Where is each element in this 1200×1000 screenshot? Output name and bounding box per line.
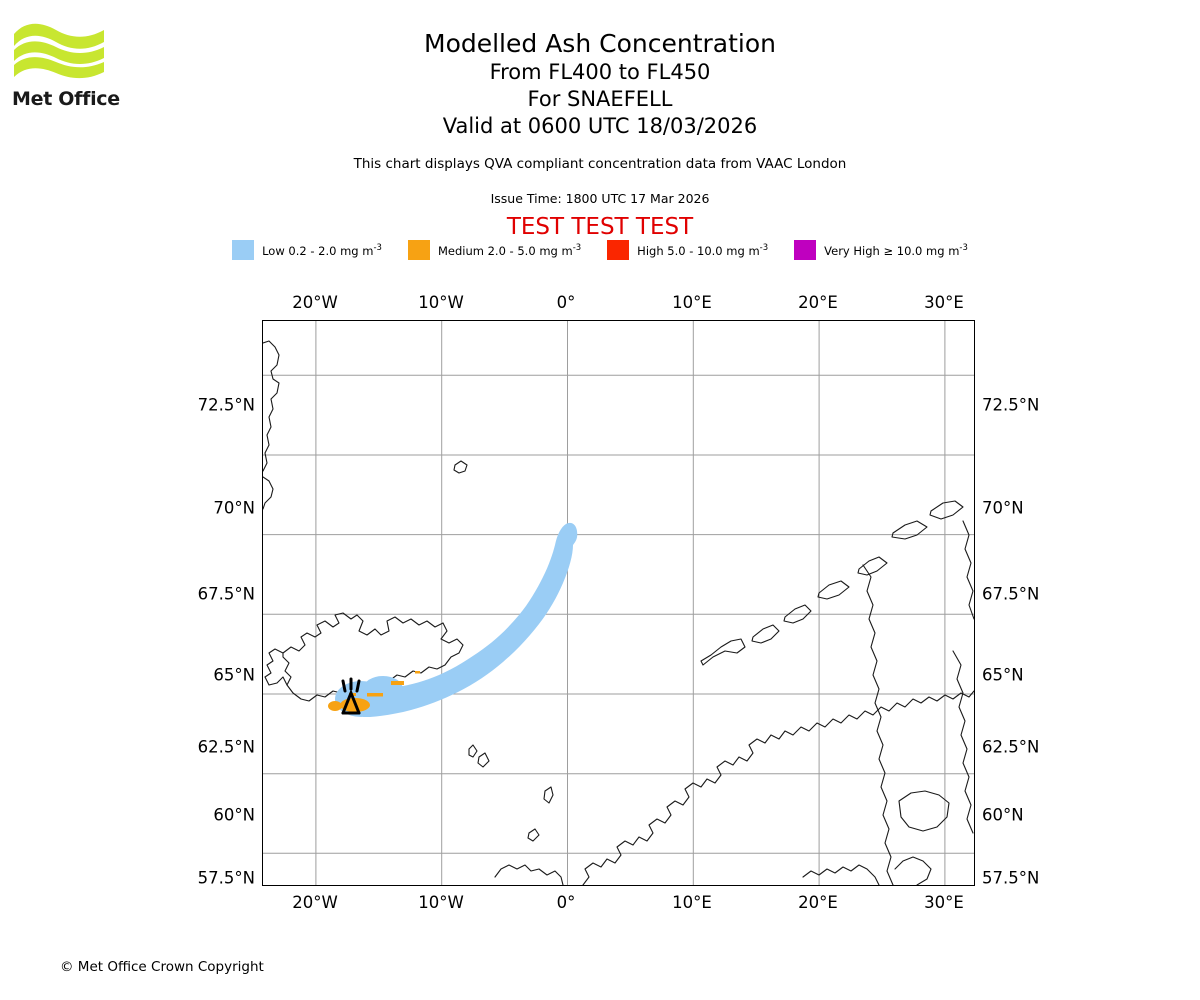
coastline-lofoten-2: [751, 624, 780, 644]
legend-exponent-very-high: -3: [959, 242, 968, 253]
met-office-logo: Met Office: [12, 20, 132, 115]
coastline-norway-west: [582, 690, 974, 885]
coastline-baltic-gulf: [898, 790, 950, 832]
lat-tick-right-57-5n: 57.5°N: [982, 868, 1040, 888]
coastline-faroe-1: [468, 744, 478, 758]
legend-label-medium: Medium 2.0 - 5.0 mg m-3: [437, 242, 582, 258]
coastline-sweden-east: [862, 564, 894, 885]
coastline-iceland-westfjords: [264, 648, 288, 686]
coastline-orkney: [527, 828, 540, 842]
lon-tick-bottom-20e: 20°E: [798, 893, 838, 912]
coastline-scotland: [494, 864, 564, 885]
coastline-lofoten-1: [700, 638, 746, 666]
coastline-finnmark-2: [929, 500, 964, 520]
qva-note: This chart displays QVA compliant concen…: [353, 156, 847, 172]
test-banner: TEST TEST TEST: [506, 214, 694, 240]
ash-medium-streak-2: [391, 681, 404, 685]
lat-tick-left-57-5n: 57.5°N: [197, 868, 255, 888]
coastline-troms: [857, 556, 888, 576]
legend-swatch-very-high: [794, 240, 817, 260]
coastline-lofoten-3: [783, 604, 812, 624]
map-gridlines: [263, 321, 974, 885]
ash-low-source-blob-2: [363, 676, 403, 702]
page-title: Modelled Ash Concentration: [424, 29, 776, 58]
lon-tick-top-0: 0°: [556, 293, 576, 312]
ash-medium-speck-1: [415, 671, 420, 674]
coastline-greenland: [263, 340, 280, 472]
legend-item-high: High 5.0 - 10.0 mg m-3: [607, 240, 768, 260]
legend-exponent-medium: -3: [572, 242, 582, 253]
coastline-skagerrak: [894, 856, 932, 885]
legend-item-very-high: Very High ≥ 10.0 mg m-3: [794, 240, 968, 260]
lat-tick-right-72-5n: 72.5°N: [982, 395, 1040, 415]
legend-label-high: High 5.0 - 10.0 mg m-3: [637, 242, 769, 258]
lat-tick-right-67-5n: 67.5°N: [982, 584, 1040, 604]
lon-tick-top-20w: 20°W: [292, 293, 338, 312]
coastline-jan-mayen: [453, 460, 468, 474]
coastline-faroe-2: [477, 752, 490, 768]
legend-swatch-low: [232, 240, 255, 260]
ash-concentration-map[interactable]: [262, 320, 975, 886]
lat-tick-right-65n: 65°N: [982, 665, 1024, 685]
lat-tick-left-60n: 60°N: [213, 805, 255, 825]
copyright-notice: © Met Office Crown Copyright: [60, 959, 264, 975]
coastline-denmark: [802, 864, 880, 885]
lon-tick-bottom-0: 0°: [556, 893, 576, 912]
coastline-vesteralen: [817, 580, 850, 600]
lat-tick-left-65n: 65°N: [213, 665, 255, 685]
map-canvas: [263, 321, 974, 885]
coastline-greenland-east: [263, 476, 274, 510]
ash-low-tip: [555, 522, 578, 545]
lat-tick-left-62-5n: 62.5°N: [197, 737, 255, 757]
lat-tick-left-70n: 70°N: [213, 498, 255, 518]
coastline-shetland: [543, 786, 554, 804]
lat-tick-left-67-5n: 67.5°N: [197, 584, 255, 604]
legend-item-low: Low 0.2 - 2.0 mg m-3: [232, 240, 382, 260]
legend-exponent-high: -3: [759, 242, 769, 253]
lat-tick-left-72-5n: 72.5°N: [197, 395, 255, 415]
issue-time: Issue Time: 1800 UTC 17 Mar 2026: [490, 191, 710, 206]
lon-tick-bottom-20w: 20°W: [292, 893, 338, 912]
legend-swatch-medium: [407, 240, 430, 260]
logo-text: Met Office: [12, 88, 120, 110]
ash-medium-blob-2: [328, 701, 342, 711]
ash-medium-streak-1: [367, 693, 383, 697]
legend-label-very-high: Very High ≥ 10.0 mg m-3: [824, 242, 968, 258]
lat-tick-right-60n: 60°N: [982, 805, 1024, 825]
coastline-finnmark-1: [891, 520, 928, 540]
lon-tick-bottom-10w: 10°W: [418, 893, 464, 912]
legend-item-medium: Medium 2.0 - 5.0 mg m-3: [407, 240, 582, 260]
met-office-waves-icon: [14, 23, 104, 79]
ash-layer-low: [335, 522, 578, 717]
legend-swatch-high: [607, 240, 630, 260]
valid-time-subtitle: Valid at 0600 UTC 18/03/2026: [442, 114, 758, 138]
legend-label-low: Low 0.2 - 2.0 mg m-3: [262, 242, 382, 258]
concentration-legend: Low 0.2 - 2.0 mg m-3 Medium 2.0 - 5.0 mg…: [0, 240, 1200, 260]
volcano-name-subtitle: For SNAEFELL: [527, 87, 673, 111]
lon-tick-bottom-30e: 30°E: [924, 893, 964, 912]
coastline-iceland: [282, 612, 464, 702]
lon-tick-bottom-10e: 10°E: [672, 893, 712, 912]
lon-tick-top-30e: 30°E: [924, 293, 964, 312]
lat-tick-right-70n: 70°N: [982, 498, 1024, 518]
lon-tick-top-20e: 20°E: [798, 293, 838, 312]
coastline-finland-east: [962, 520, 974, 620]
lat-tick-right-62-5n: 62.5°N: [982, 737, 1040, 757]
lon-tick-top-10e: 10°E: [672, 293, 712, 312]
volcano-symbol-icon: [341, 677, 361, 715]
chart-title-block: Modelled Ash Concentration From FL400 to…: [0, 28, 1200, 140]
coastline-paths: [263, 340, 974, 885]
coastline-finland-sw: [952, 650, 974, 834]
legend-exponent-low: -3: [373, 242, 382, 253]
flight-level-subtitle: From FL400 to FL450: [489, 60, 711, 84]
lon-tick-top-10w: 10°W: [418, 293, 464, 312]
